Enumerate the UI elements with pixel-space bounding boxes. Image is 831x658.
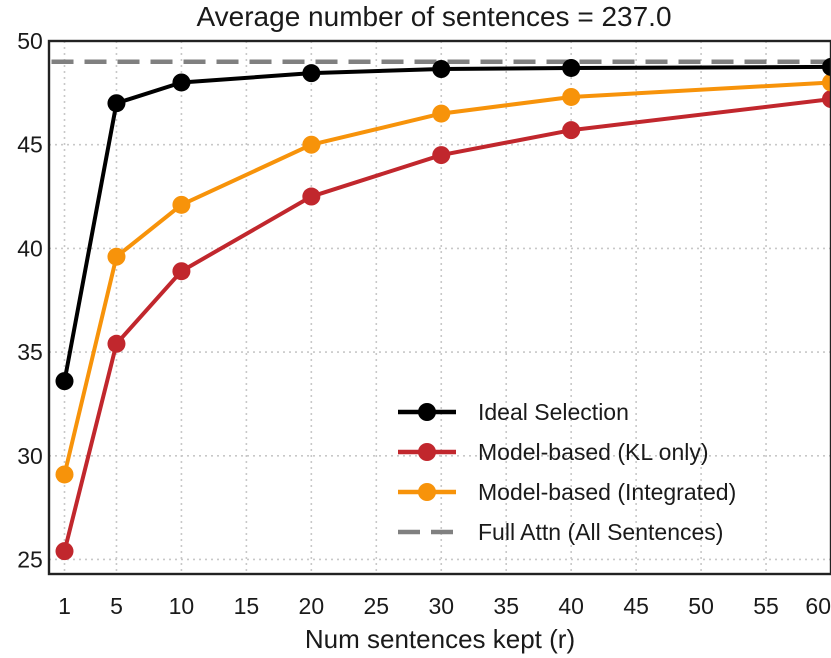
legend-item-ideal-selection: Ideal Selection <box>398 399 629 425</box>
y-tick-label: 35 <box>17 339 43 365</box>
data-point-model-based-integrated-r5 <box>107 247 126 266</box>
data-point-model-based-kl-only-r5 <box>107 334 126 353</box>
data-point-ideal-selection-r20 <box>302 64 321 83</box>
legend-label: Ideal Selection <box>478 399 629 425</box>
data-point-ideal-selection-r60 <box>822 57 831 76</box>
data-point-ideal-selection-r10 <box>172 73 191 92</box>
data-point-model-based-kl-only-r30 <box>432 146 451 165</box>
y-tick-label: 50 <box>17 28 43 54</box>
x-tick-label: 25 <box>363 593 389 619</box>
series-model-based-kl-only <box>55 90 831 561</box>
series-ideal-selection <box>55 57 831 391</box>
x-tick-label: 45 <box>623 593 649 619</box>
x-tick-label: 10 <box>169 593 195 619</box>
x-tick-label: 15 <box>234 593 260 619</box>
data-point-model-based-integrated-r1 <box>55 465 74 484</box>
plot-frame <box>47 39 831 576</box>
y-axis-ticks: 25 30 35 40 45 50 <box>17 28 43 572</box>
y-tick-label: 30 <box>17 443 43 469</box>
data-point-ideal-selection-r40 <box>562 58 581 77</box>
data-point-model-based-integrated-r60 <box>822 73 831 92</box>
legend-item-model-based-kl-only: Model-based (KL only) <box>398 439 709 465</box>
data-point-ideal-selection-r1 <box>55 372 74 391</box>
x-tick-label: 30 <box>428 593 454 619</box>
x-tick-label: 55 <box>753 593 779 619</box>
legend: Ideal Selection Model-based (KL only) Mode… <box>398 399 736 545</box>
legend-swatch-marker <box>418 403 436 421</box>
y-tick-label: 25 <box>17 546 43 572</box>
x-tick-label: 1 <box>58 593 71 619</box>
legend-label: Full Attn (All Sentences) <box>478 519 723 545</box>
series-model-based-integrated <box>55 73 831 484</box>
legend-label: Model-based (Integrated) <box>478 479 736 505</box>
data-point-model-based-kl-only-r60 <box>822 90 831 109</box>
legend-item-full-attn-all-sentences: Full Attn (All Sentences) <box>398 519 723 545</box>
x-tick-label: 20 <box>299 593 325 619</box>
x-tick-label: 35 <box>493 593 519 619</box>
data-point-model-based-kl-only-r10 <box>172 262 191 281</box>
legend-label: Model-based (KL only) <box>478 439 709 465</box>
data-point-ideal-selection-r30 <box>432 59 451 78</box>
data-point-model-based-kl-only-r1 <box>55 542 74 561</box>
data-point-model-based-kl-only-r40 <box>562 121 581 140</box>
x-tick-label: 50 <box>688 593 714 619</box>
x-tick-label: 60 <box>805 593 831 619</box>
x-tick-label: 40 <box>558 593 584 619</box>
x-axis-label: Num sentences kept (r) <box>305 624 575 654</box>
chart-title: Average number of sentences = 237.0 <box>196 1 671 32</box>
legend-swatch-marker <box>418 443 436 461</box>
series-group <box>51 57 831 561</box>
x-tick-label: 5 <box>110 593 123 619</box>
y-tick-label: 45 <box>17 132 43 158</box>
legend-item-model-based-integrated: Model-based (Integrated) <box>398 479 736 505</box>
legend-swatch-marker <box>418 483 436 501</box>
y-tick-label: 40 <box>17 235 43 261</box>
data-point-model-based-kl-only-r20 <box>302 187 321 206</box>
data-point-model-based-integrated-r20 <box>302 135 321 154</box>
data-point-model-based-integrated-r40 <box>562 87 581 106</box>
data-point-model-based-integrated-r10 <box>172 195 191 214</box>
data-point-ideal-selection-r5 <box>107 94 126 113</box>
x-axis-ticks: 1 5 10 15 20 25 30 35 40 45 50 55 60 <box>58 593 831 619</box>
data-point-model-based-integrated-r30 <box>432 104 451 123</box>
grid <box>49 41 831 574</box>
